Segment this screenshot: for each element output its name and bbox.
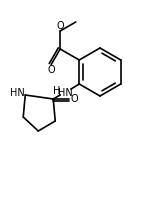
Text: O: O [56,21,64,31]
Text: O: O [70,94,78,104]
Text: HN: HN [10,88,25,98]
Text: H: H [53,86,60,96]
Text: O: O [47,65,55,75]
Text: HN: HN [58,88,73,98]
